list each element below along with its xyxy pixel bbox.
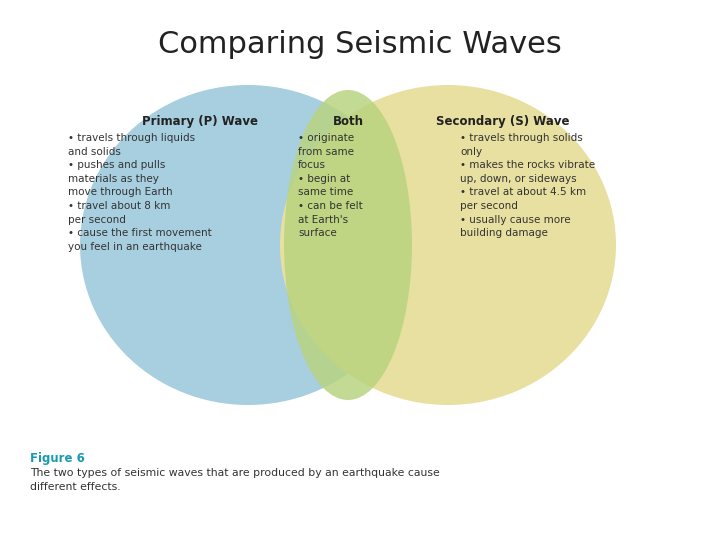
Text: Both: Both xyxy=(333,115,364,128)
Ellipse shape xyxy=(280,85,616,405)
Text: Comparing Seismic Waves: Comparing Seismic Waves xyxy=(158,30,562,59)
Text: • originate
from same
focus
• begin at
same time
• can be felt
at Earth's
surfac: • originate from same focus • begin at s… xyxy=(298,133,363,238)
Text: Figure 6: Figure 6 xyxy=(30,452,85,465)
Text: The two types of seismic waves that are produced by an earthquake cause
differen: The two types of seismic waves that are … xyxy=(30,468,440,491)
Text: • travels through liquids
and solids
• pushes and pulls
materials as they
move t: • travels through liquids and solids • p… xyxy=(68,133,212,252)
Text: • travels through solids
only
• makes the rocks vibrate
up, down, or sideways
• : • travels through solids only • makes th… xyxy=(460,133,595,238)
Ellipse shape xyxy=(80,85,416,405)
Text: Primary (P) Wave: Primary (P) Wave xyxy=(142,115,258,128)
Text: Secondary (S) Wave: Secondary (S) Wave xyxy=(436,115,570,128)
Ellipse shape xyxy=(284,90,412,400)
